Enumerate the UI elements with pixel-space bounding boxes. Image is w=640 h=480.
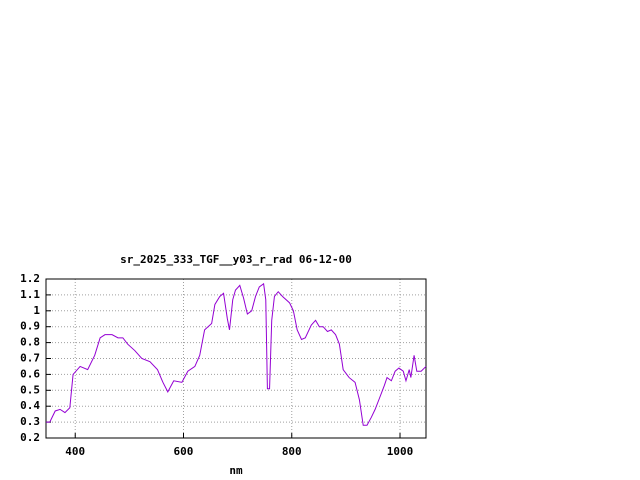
x-tick-label: 1000 <box>387 445 414 458</box>
y-tick-label: 0.6 <box>20 367 40 380</box>
y-tick-label: 1.2 <box>20 272 40 285</box>
y-tick-label: 1 <box>33 304 40 317</box>
y-tick-label: 1.1 <box>20 288 40 301</box>
y-tick-label: 0.4 <box>20 399 40 412</box>
chart-title: sr_2025_333_TGF__y03_r_rad 06-12-00 <box>120 253 352 266</box>
data-line <box>46 282 427 426</box>
x-tick-label: 600 <box>174 445 194 458</box>
y-tick-label: 0.8 <box>20 336 40 349</box>
plot-border <box>45 278 427 439</box>
y-tick-label: 0.3 <box>20 415 40 428</box>
y-tick-label: 0.2 <box>20 431 40 444</box>
y-tick-label: 0.7 <box>20 352 40 365</box>
x-tick-label: 800 <box>282 445 302 458</box>
x-axis-label: nm <box>229 464 243 477</box>
y-tick-label: 0.5 <box>20 383 40 396</box>
x-tick-label: 400 <box>65 445 85 458</box>
y-tick-label: 0.9 <box>20 320 40 333</box>
